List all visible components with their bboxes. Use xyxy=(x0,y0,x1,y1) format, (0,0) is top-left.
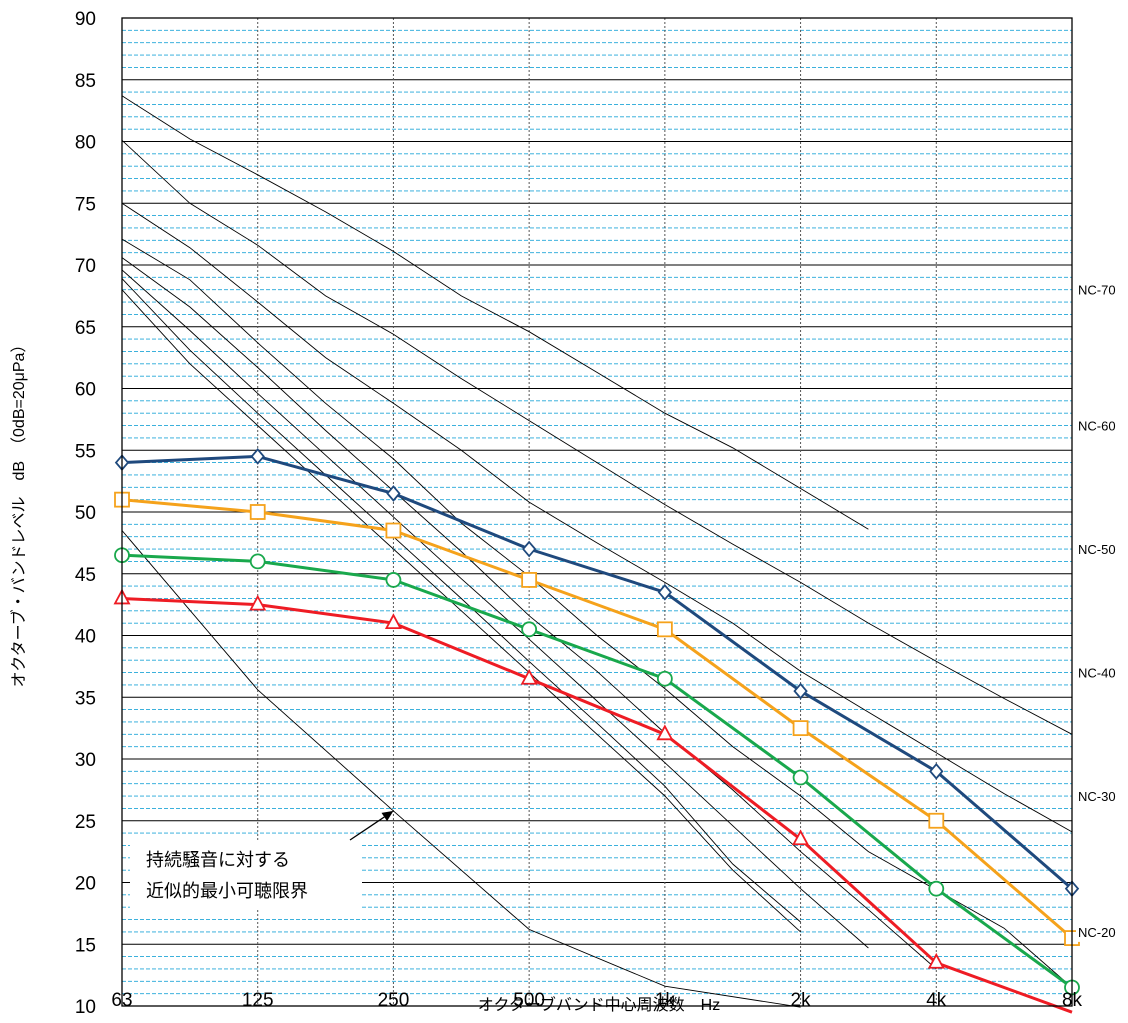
data-point-square xyxy=(792,720,809,737)
nc-label-bg xyxy=(1076,788,1124,807)
nc-label: NC-70 xyxy=(1078,283,1116,298)
y-tick-label: 55 xyxy=(75,441,96,462)
data-point-triangle xyxy=(927,952,945,969)
x-tick-label: 63 xyxy=(111,990,132,1011)
nc-label-bg xyxy=(1076,541,1124,560)
data-point-circle xyxy=(249,553,266,570)
nc-label-bg xyxy=(1076,923,1124,942)
series-line-square xyxy=(121,498,1073,940)
x-tick-labels: 63 125 250 500 1k 2k 4k 8k xyxy=(111,990,1082,1011)
x-axis-title: オクターブバンド中心周波数 Hz xyxy=(478,995,720,1014)
plot-frame xyxy=(121,17,1073,1007)
nc-label-bg xyxy=(1076,281,1124,300)
y-tick-label: 20 xyxy=(75,874,96,895)
data-point-circle xyxy=(792,769,809,786)
y-tick-label: 45 xyxy=(75,565,96,586)
data-point-square xyxy=(521,572,538,588)
y-tick-label: 90 xyxy=(75,9,96,30)
data-point-diamond xyxy=(657,583,673,601)
y-tick-label: 80 xyxy=(75,133,96,154)
data-point-square xyxy=(656,621,673,638)
y-tick-label: 40 xyxy=(75,627,96,648)
data-point-triangle xyxy=(249,594,267,611)
y-tick-label: 50 xyxy=(75,503,96,524)
data-point-triangle xyxy=(656,724,674,741)
annotation-arrowhead xyxy=(381,810,394,822)
x-tick-label: 125 xyxy=(242,990,274,1011)
nc-label: NC-40 xyxy=(1078,666,1116,681)
y-tick-label: 35 xyxy=(75,688,96,709)
x-tick-label: 4k xyxy=(926,990,947,1011)
data-point-diamond xyxy=(521,540,537,558)
nc-label: NC-30 xyxy=(1078,789,1116,804)
nc-labels: NC-70 NC-60 NC-50 NC-40 NC-30 NC-20 xyxy=(1076,281,1124,942)
nc-curve xyxy=(121,139,1073,735)
nc-curve xyxy=(121,289,801,933)
data-point-diamond xyxy=(250,448,265,465)
annotation-line-1: 持続騒音に対する xyxy=(146,850,290,870)
nc-label: NC-60 xyxy=(1078,419,1116,434)
annotation-line-2: 近似的最小可聴限界 xyxy=(146,881,308,901)
nc-label-bg xyxy=(1076,417,1124,436)
data-point-circle xyxy=(385,572,402,588)
y-tick-label: 15 xyxy=(75,935,96,956)
y-axis-title: オクターブ・バンドレベル dB （0dB=20μPa） xyxy=(9,337,28,688)
series-markers xyxy=(113,448,1080,996)
y-tick-label: 25 xyxy=(75,812,96,833)
x-tick-label: 8k xyxy=(1062,990,1083,1011)
nc-curve xyxy=(121,202,1073,833)
series-line-circle xyxy=(121,553,1073,989)
data-point-diamond xyxy=(386,485,401,502)
nc-curve xyxy=(121,269,869,949)
nc-curve xyxy=(121,238,1073,988)
y-tick-label: 85 xyxy=(75,71,96,92)
data-point-square xyxy=(249,504,266,520)
data-point-diamond xyxy=(793,682,808,700)
minor-grid xyxy=(122,29,1072,995)
y-tick-label: 65 xyxy=(75,318,96,339)
x-tick-label: 1k xyxy=(655,990,676,1011)
annotation: 持続騒音に対する 近似的最小可聴限界 xyxy=(130,810,394,910)
data-point-triangle xyxy=(520,668,538,685)
threshold-curve xyxy=(121,530,801,1008)
annotation-box xyxy=(130,840,362,910)
data-point-triangle xyxy=(792,829,810,846)
y-tick-labels: 10 15 20 25 30 35 40 45 50 55 60 65 70 75 80 85 90 xyxy=(75,9,96,1018)
data-point-diamond xyxy=(929,762,944,780)
threshold-line xyxy=(121,530,801,1008)
nc-curve xyxy=(121,257,937,970)
nc-curve xyxy=(121,95,869,530)
y-tick-label: 70 xyxy=(75,256,96,277)
nc-label: NC-50 xyxy=(1078,542,1116,557)
data-point-square xyxy=(928,812,945,829)
data-point-circle xyxy=(928,880,945,897)
series-line-diamond xyxy=(121,454,1073,890)
data-point-circle xyxy=(656,670,673,687)
nc-label-bg xyxy=(1076,664,1124,683)
annotation-arrow xyxy=(349,816,385,841)
nc-label: NC-20 xyxy=(1078,925,1116,940)
x-tick-label: 2k xyxy=(791,990,812,1011)
series-lines xyxy=(121,454,1073,1014)
nc-curves xyxy=(121,95,1073,988)
data-point-square xyxy=(385,522,402,539)
data-point-circle xyxy=(521,621,538,638)
y-tick-label: 75 xyxy=(75,194,96,215)
x-tick-label: 500 xyxy=(513,990,545,1011)
series-line-triangle xyxy=(121,597,1073,1014)
nc-curve xyxy=(121,278,801,923)
data-point-triangle xyxy=(384,613,402,630)
y-tick-label: 10 xyxy=(75,997,96,1018)
y-tick-label: 30 xyxy=(75,750,96,771)
y-tick-label: 60 xyxy=(75,380,96,401)
x-tick-label: 250 xyxy=(378,990,410,1011)
